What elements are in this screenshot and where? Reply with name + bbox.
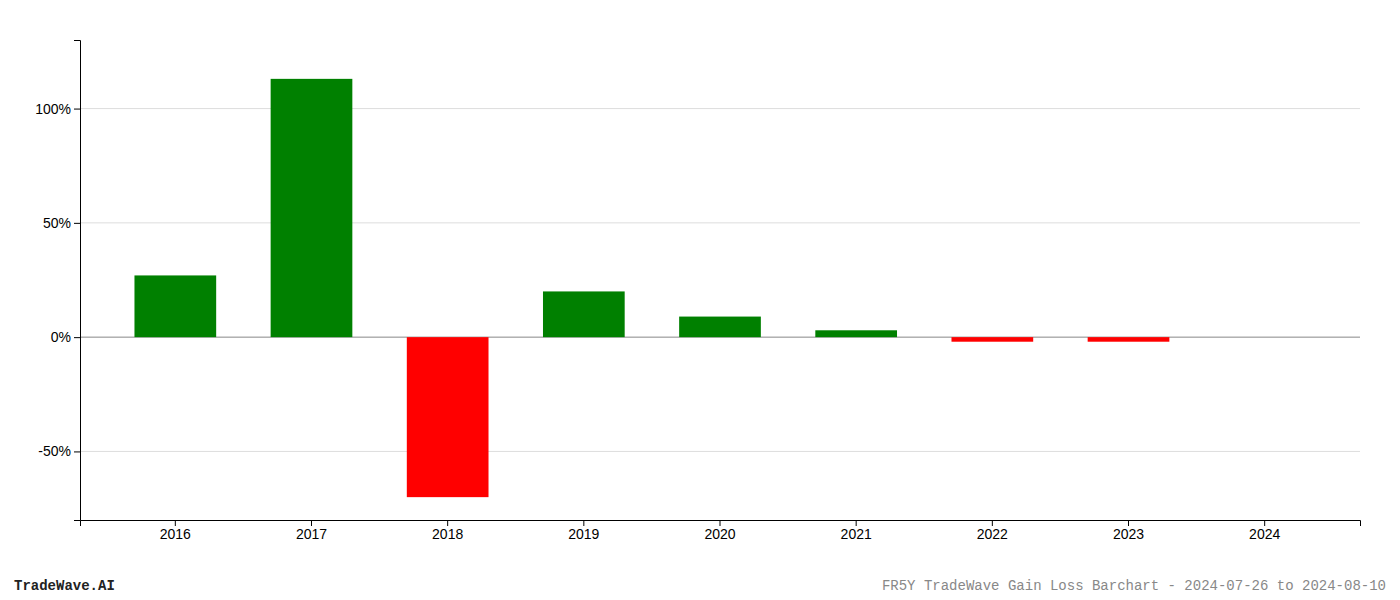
bar — [815, 330, 897, 337]
y-tick-mark — [74, 451, 80, 452]
y-tick-mark — [74, 109, 80, 110]
y-tick: 100% — [35, 101, 80, 117]
y-tick-label: 100% — [35, 101, 71, 117]
x-tick-label: 2016 — [160, 526, 191, 542]
y-tick-mark — [74, 223, 80, 224]
x-tick: 2023 — [1113, 520, 1144, 542]
y-tick-label: 50% — [43, 215, 71, 231]
x-axis: 2016 2017 2018 2019 2020 2021 2022 2023 2024 — [81, 520, 1361, 542]
bar — [679, 317, 761, 338]
y-axis-line — [74, 41, 81, 521]
bar — [1088, 337, 1170, 342]
chart: -50% 0% 50% 100% 2016 2017 2018 2019 2020 2021 202… — [0, 0, 1400, 600]
x-tick: 2021 — [841, 520, 872, 542]
x-tick: 2022 — [977, 520, 1008, 542]
grid-line — [80, 451, 1360, 452]
y-tick: 50% — [43, 215, 80, 231]
x-tick: 2017 — [296, 520, 327, 542]
footer-left: TradeWave.AI — [14, 578, 115, 594]
x-tick: 2024 — [1249, 520, 1280, 542]
x-tick: 2019 — [568, 520, 599, 542]
x-tick-label: 2023 — [1113, 526, 1144, 542]
x-tick-label: 2021 — [841, 526, 872, 542]
bar — [1224, 337, 1306, 338]
x-tick-label: 2024 — [1249, 526, 1280, 542]
bar — [543, 291, 625, 337]
y-tick-label: -50% — [38, 443, 71, 459]
bars — [134, 79, 1169, 497]
plot: -50% 0% 50% 100% 2016 2017 2018 2019 2020 2021 202… — [35, 41, 1360, 542]
x-tick-label: 2022 — [977, 526, 1008, 542]
x-tick-label: 2020 — [704, 526, 735, 542]
bar — [271, 79, 353, 337]
footer-right: FR5Y TradeWave Gain Loss Barchart - 2024… — [882, 578, 1386, 594]
x-tick-label: 2017 — [296, 526, 327, 542]
x-tick: 2018 — [432, 520, 463, 542]
x-tick-label: 2019 — [568, 526, 599, 542]
y-tick-label: 0% — [51, 329, 71, 345]
x-tick-label: 2018 — [432, 526, 463, 542]
bar — [407, 337, 489, 497]
bar — [134, 275, 216, 337]
y-tick-mark — [74, 337, 80, 338]
y-tick: 0% — [51, 329, 80, 345]
y-tick: -50% — [38, 443, 80, 459]
bar — [951, 337, 1033, 342]
x-tick: 2016 — [160, 520, 191, 542]
x-tick: 2020 — [704, 520, 735, 542]
y-axis: -50% 0% 50% 100% — [35, 41, 80, 521]
